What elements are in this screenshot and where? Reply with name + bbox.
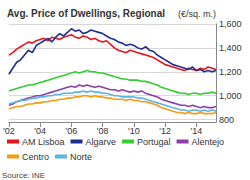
svg-text:1,400: 1,400 (219, 43, 242, 53)
svg-text:'04: '04 (34, 126, 46, 136)
svg-text:AM Lisboa: AM Lisboa (22, 137, 65, 147)
svg-text:'06: '06 (66, 126, 78, 136)
svg-text:1,600: 1,600 (219, 19, 242, 29)
svg-text:Norte: Norte (70, 152, 92, 162)
svg-text:800: 800 (219, 115, 234, 125)
svg-text:Source: INE: Source: INE (2, 171, 45, 180)
svg-text:Alentejo: Alentejo (192, 137, 225, 147)
svg-text:'08: '08 (97, 126, 109, 136)
svg-text:Portugal: Portugal (137, 137, 171, 147)
svg-text:1,000: 1,000 (219, 91, 242, 101)
svg-text:'10: '10 (128, 126, 140, 136)
svg-text:1,200: 1,200 (219, 67, 242, 77)
svg-text:'14: '14 (191, 126, 203, 136)
svg-text:'02: '02 (3, 126, 15, 136)
svg-text:(€/sq. m.): (€/sq. m.) (178, 9, 216, 19)
svg-text:Avg. Price of Dwellings, Regio: Avg. Price of Dwellings, Regional (7, 8, 165, 19)
svg-text:Algarve: Algarve (86, 137, 117, 147)
svg-text:Centro: Centro (22, 152, 49, 162)
svg-text:'12: '12 (159, 126, 171, 136)
